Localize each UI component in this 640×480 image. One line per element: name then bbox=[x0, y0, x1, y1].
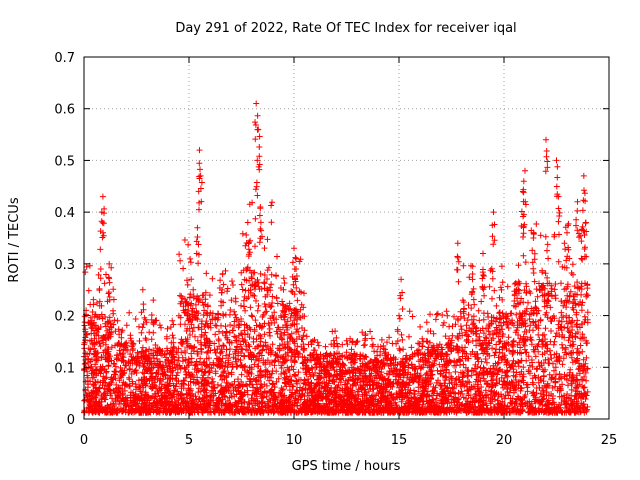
x-tick-label: 15 bbox=[391, 433, 408, 448]
x-tick-label: 0 bbox=[80, 433, 88, 448]
grid-lines bbox=[84, 57, 609, 419]
chart-title: Day 291 of 2022, Rate Of TEC Index for r… bbox=[175, 21, 516, 36]
y-tick-label: 0.3 bbox=[54, 258, 75, 273]
roti-markers bbox=[81, 100, 591, 416]
x-tick-label: 25 bbox=[601, 433, 618, 448]
y-tick-label: 0 bbox=[67, 413, 75, 428]
y-tick-label: 0.1 bbox=[54, 361, 75, 376]
x-tick-labels: 0 5 10 15 20 25 bbox=[80, 433, 617, 448]
y-tick-label: 0.6 bbox=[54, 103, 75, 118]
y-tick-label: 0.4 bbox=[54, 206, 75, 221]
y-tick-label: 0.5 bbox=[54, 154, 75, 169]
x-tick-label: 20 bbox=[496, 433, 513, 448]
y-tick-labels: 0 0.1 0.2 0.3 0.4 0.5 0.6 0.7 bbox=[54, 51, 75, 428]
x-tick-label: 5 bbox=[185, 433, 193, 448]
y-tick-label: 0.2 bbox=[54, 310, 75, 325]
plot-frame bbox=[83, 56, 610, 420]
axis-ticks bbox=[83, 56, 610, 420]
y-tick-label: 0.7 bbox=[54, 51, 75, 66]
x-tick-label: 10 bbox=[286, 433, 303, 448]
y-axis-label: ROTI / TECUs bbox=[7, 197, 22, 282]
data-points bbox=[81, 100, 591, 416]
x-axis-label: GPS time / hours bbox=[292, 459, 401, 474]
